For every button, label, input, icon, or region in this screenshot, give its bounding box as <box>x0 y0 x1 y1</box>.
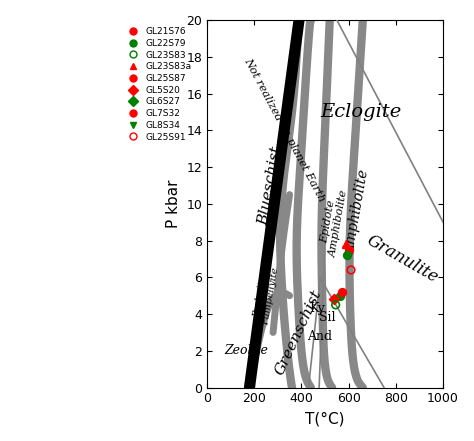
Point <box>338 288 346 295</box>
Legend: GL21S76, GL22S79, GL23S83, GL23S83a, GL25S87, GL5S20, GL6S27, GL7S32, GL8S34, GL: GL21S76, GL22S79, GL23S83, GL23S83a, GL2… <box>122 25 194 144</box>
Y-axis label: P kbar: P kbar <box>166 179 181 228</box>
Text: Eclogite: Eclogite <box>320 103 401 121</box>
Text: Amphibolite: Amphibolite <box>344 170 373 256</box>
Text: Blueschist: Blueschist <box>257 145 284 226</box>
Text: Sil: Sil <box>319 311 336 324</box>
Point <box>331 296 338 303</box>
Text: Ky: Ky <box>310 302 325 315</box>
Point <box>343 241 350 248</box>
Text: Granulite: Granulite <box>364 232 442 286</box>
Text: And: And <box>307 329 332 343</box>
Point <box>337 292 344 299</box>
Point <box>345 246 352 253</box>
Point <box>347 266 355 273</box>
Text: Not realized on planet Earth: Not realized on planet Earth <box>243 57 327 204</box>
Text: Prehnite-
Pumpellyite: Prehnite- Pumpellyite <box>251 265 281 326</box>
Point <box>332 301 339 308</box>
Text: Epidote
Amphibolite: Epidote Amphibolite <box>317 187 350 258</box>
Text: Greenschist: Greenschist <box>273 288 325 377</box>
Point <box>344 252 351 259</box>
X-axis label: T(°C): T(°C) <box>305 411 345 426</box>
Text: Zeolite: Zeolite <box>224 344 268 357</box>
